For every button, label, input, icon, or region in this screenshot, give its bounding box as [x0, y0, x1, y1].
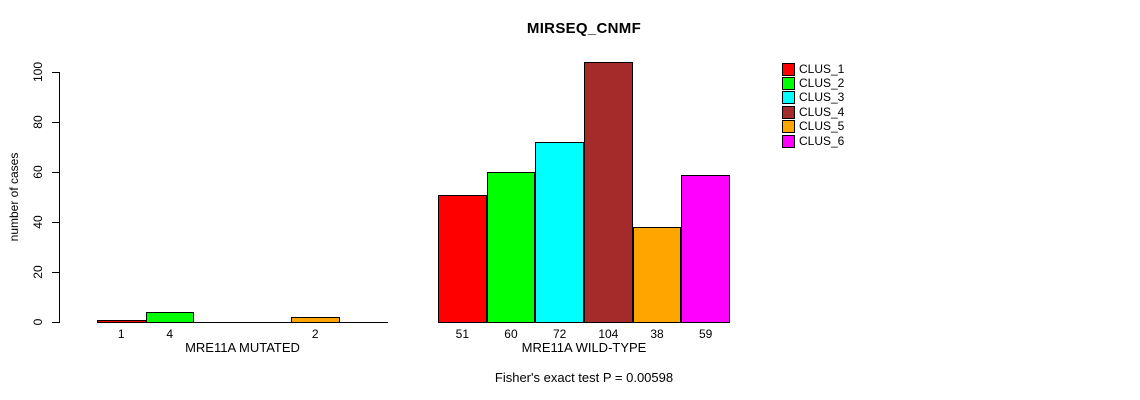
bar-value-label: 59 — [698, 327, 713, 341]
legend-swatch — [782, 120, 795, 134]
y-axis-tick — [52, 172, 60, 173]
legend-label: CLUS_6 — [799, 133, 845, 148]
bar-mre11a-wild-type-clus-5 — [632, 227, 682, 323]
legend-label: CLUS_3 — [799, 90, 845, 105]
y-tick-label: 60 — [31, 165, 45, 179]
y-axis-line — [59, 72, 60, 323]
bar-value-label: 51 — [455, 327, 469, 341]
legend-item-clus-5: CLUS_5 — [782, 120, 844, 134]
y-axis-tick — [52, 272, 60, 273]
bar-mre11a-wild-type-clus-3 — [535, 142, 584, 323]
legend-item-clus-6: CLUS_6 — [782, 134, 844, 148]
legend-label: CLUS_5 — [799, 119, 845, 134]
legend-item-clus-3: CLUS_3 — [782, 91, 844, 105]
y-tick-label: 100 — [31, 61, 45, 83]
y-tick-label: 40 — [31, 215, 45, 229]
bar-mre11a-mutated-clus-5 — [291, 317, 340, 323]
y-axis-tick — [52, 122, 60, 123]
legend-swatch — [782, 105, 795, 119]
bar-mre11a-mutated-clus-2 — [145, 312, 194, 323]
bar-value-label: 1 — [117, 327, 125, 341]
bar-mre11a-wild-type-clus-1 — [438, 194, 487, 323]
bar-value-label: 72 — [552, 327, 567, 341]
legend-label: CLUS_2 — [799, 76, 845, 91]
legend-label: CLUS_1 — [799, 61, 845, 76]
legend: CLUS_1 CLUS_2 CLUS_3 CLUS_4 CLUS_5 CLUS_6 — [782, 62, 844, 148]
bar-value-label: 2 — [311, 327, 319, 341]
y-axis-tick — [52, 72, 60, 73]
bar-value-label: 60 — [504, 327, 518, 341]
bar-mre11a-mutated-clus-1 — [97, 319, 146, 323]
legend-item-clus-4: CLUS_4 — [782, 105, 844, 119]
legend-swatch — [782, 62, 795, 76]
legend-item-clus-2: CLUS_2 — [782, 76, 845, 91]
y-tick-label: 0 — [31, 318, 45, 326]
y-tick-label: 80 — [31, 115, 45, 129]
y-axis-tick — [52, 322, 60, 323]
x-axis-label-wildtype: MRE11A WILD-TYPE — [521, 340, 647, 355]
bar-value-label: 38 — [650, 327, 664, 341]
bar-value-label: 104 — [598, 327, 619, 341]
chart-title: MIRSEQ_CNMF — [526, 20, 642, 37]
bar-value-label: 4 — [166, 327, 174, 341]
x-axis-line-mutated — [97, 322, 388, 323]
legend-swatch — [782, 134, 795, 148]
bar-mre11a-wild-type-clus-6 — [681, 174, 730, 323]
y-axis-label: number of cases — [7, 152, 21, 242]
fisher-test-annotation: Fisher's exact test P = 0.00598 — [494, 370, 674, 385]
legend-swatch — [782, 91, 795, 105]
legend-item-clus-1: CLUS_1 — [782, 62, 844, 76]
y-tick-label: 20 — [31, 265, 45, 279]
legend-label: CLUS_4 — [799, 104, 845, 119]
y-axis-tick — [52, 222, 60, 223]
legend-swatch — [782, 77, 795, 91]
bar-mre11a-wild-type-clus-4 — [584, 62, 633, 323]
x-axis-label-mutated: MRE11A MUTATED — [185, 340, 300, 355]
bar-mre11a-wild-type-clus-2 — [486, 172, 536, 323]
